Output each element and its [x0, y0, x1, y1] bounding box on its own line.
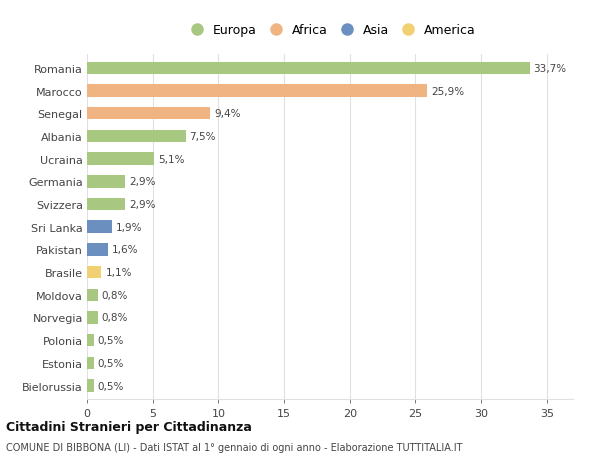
Bar [87, 244, 108, 256]
Text: COMUNE DI BIBBONA (LI) - Dati ISTAT al 1° gennaio di ogni anno - Elaborazione TU: COMUNE DI BIBBONA (LI) - Dati ISTAT al 1… [6, 442, 463, 452]
Text: 7,5%: 7,5% [190, 132, 216, 142]
Bar [87, 357, 94, 369]
Bar [87, 334, 94, 347]
Bar [87, 130, 185, 143]
Bar [87, 108, 211, 120]
Bar [87, 312, 98, 324]
Text: 5,1%: 5,1% [158, 154, 184, 164]
Bar [87, 62, 530, 75]
Text: 0,5%: 0,5% [98, 381, 124, 391]
Legend: Europa, Africa, Asia, America: Europa, Africa, Asia, America [179, 19, 481, 42]
Text: 1,1%: 1,1% [106, 268, 132, 278]
Bar [87, 380, 94, 392]
Text: 1,6%: 1,6% [112, 245, 139, 255]
Bar [87, 289, 98, 302]
Bar [87, 198, 125, 211]
Text: 0,8%: 0,8% [101, 290, 128, 300]
Text: 33,7%: 33,7% [533, 64, 567, 73]
Text: 25,9%: 25,9% [431, 86, 464, 96]
Text: 9,4%: 9,4% [214, 109, 241, 119]
Text: 2,9%: 2,9% [129, 177, 155, 187]
Bar [87, 153, 154, 166]
Text: 0,8%: 0,8% [101, 313, 128, 323]
Text: 0,5%: 0,5% [98, 358, 124, 368]
Bar [87, 85, 427, 98]
Text: 1,9%: 1,9% [116, 222, 142, 232]
Bar [87, 221, 112, 234]
Bar [87, 266, 101, 279]
Text: 2,9%: 2,9% [129, 200, 155, 210]
Bar [87, 176, 125, 188]
Text: 0,5%: 0,5% [98, 336, 124, 346]
Text: Cittadini Stranieri per Cittadinanza: Cittadini Stranieri per Cittadinanza [6, 420, 252, 433]
